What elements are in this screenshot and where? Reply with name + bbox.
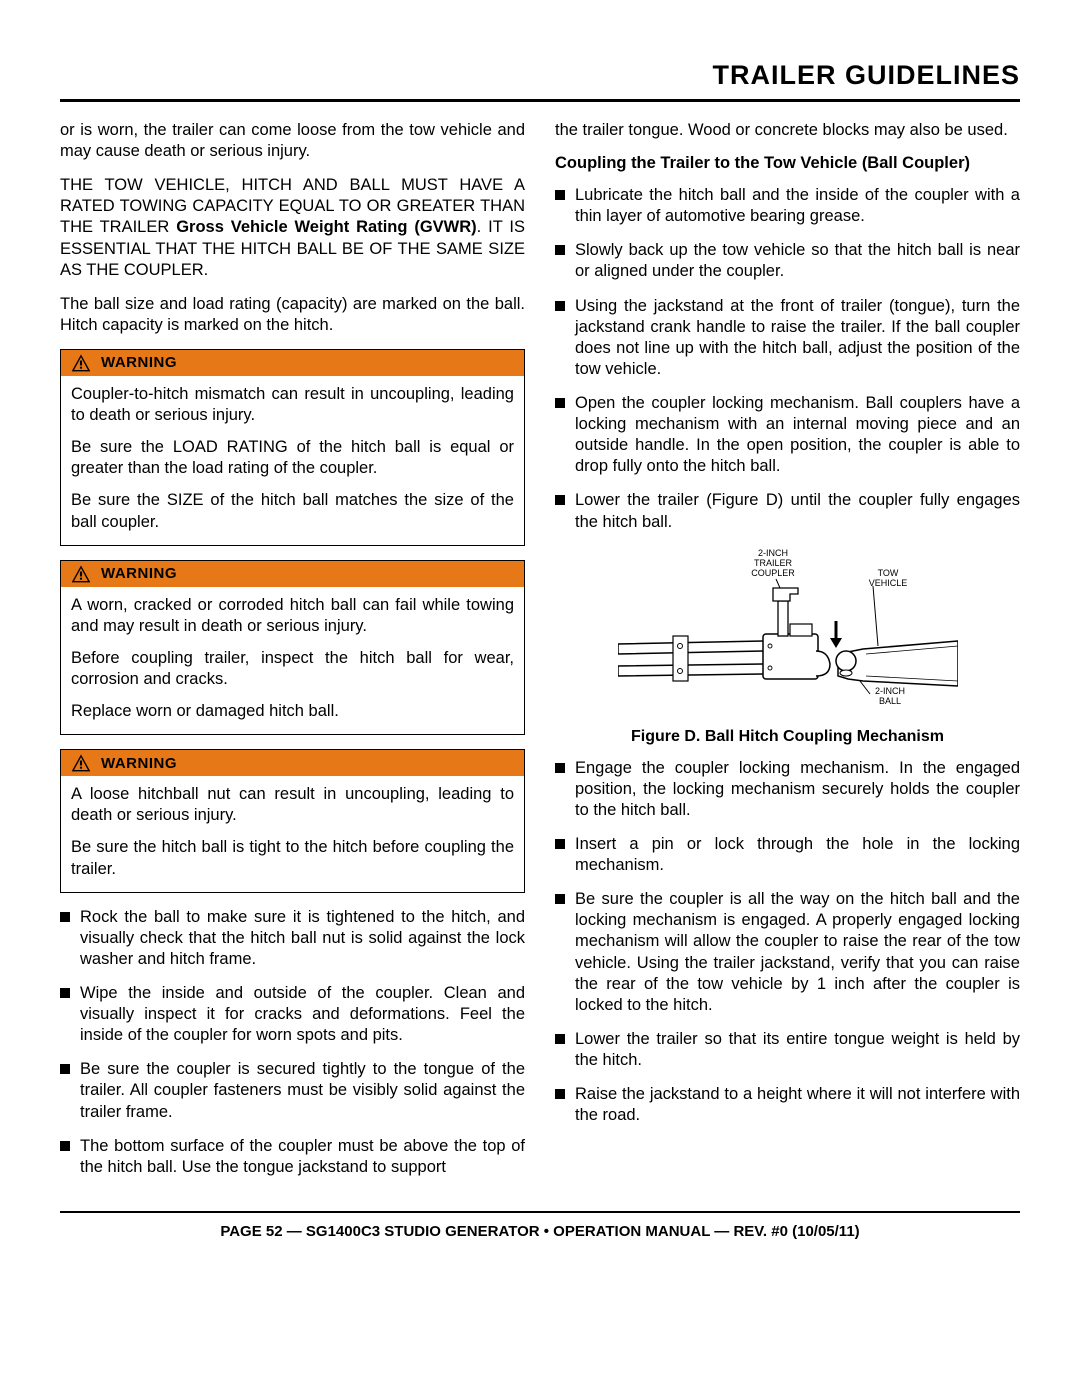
right-bullet-list-2: Engage the coupler locking mechanism. In… — [555, 758, 1020, 1127]
list-item: Lower the trailer (Figure D) until the c… — [555, 490, 1020, 532]
list-item: Lower the trailer so that its entire ton… — [555, 1029, 1020, 1071]
left-p1: or is worn, the trailer can come loose f… — [60, 120, 525, 162]
footer: PAGE 52 — SG1400C3 STUDIO GENERATOR • OP… — [60, 1211, 1020, 1240]
list-item: Slowly back up the tow vehicle so that t… — [555, 240, 1020, 282]
warning-text: A loose hitchball nut can result in unco… — [71, 784, 514, 826]
diagram-label: 2-INCH — [874, 686, 904, 696]
warning-header: WARNING — [61, 561, 524, 587]
warning-box-1: WARNING Coupler-to-hitch mismatch can re… — [60, 349, 525, 546]
list-item: The bottom surface of the coupler must b… — [60, 1136, 525, 1178]
left-p2-bold: Gross Vehicle Weight Rating (GVWR) — [176, 218, 476, 236]
warning-text: Coupler-to-hitch mismatch can result in … — [71, 384, 514, 426]
left-p3: The ball size and load rating (capacity)… — [60, 294, 525, 336]
warning-label: WARNING — [101, 354, 177, 371]
footer-text: PAGE 52 — SG1400C3 STUDIO GENERATOR • OP… — [60, 1223, 1020, 1240]
warning-text: Replace worn or damaged hitch ball. — [71, 701, 514, 722]
ball-hitch-diagram-icon: 2-INCH TRAILER COUPLER TOW VEHICLE 2-INC… — [618, 546, 958, 711]
figure-caption: Figure D. Ball Hitch Coupling Mechanism — [555, 728, 1020, 746]
warning-triangle-icon — [71, 354, 91, 372]
page-title: TRAILER GUIDELINES — [60, 60, 1020, 102]
warning-box-3: WARNING A loose hitchball nut can result… — [60, 749, 525, 892]
warning-header: WARNING — [61, 750, 524, 776]
list-item: Be sure the coupler is all the way on th… — [555, 889, 1020, 1016]
left-p2: THE TOW VEHICLE, HITCH AND BALL MUST HAV… — [60, 175, 525, 281]
figure-d: 2-INCH TRAILER COUPLER TOW VEHICLE 2-INC… — [555, 546, 1020, 716]
warning-text: Be sure the hitch ball is tight to the h… — [71, 837, 514, 879]
warning-box-2: WARNING A worn, cracked or corroded hitc… — [60, 560, 525, 736]
warning-triangle-icon — [71, 565, 91, 583]
warning-text: A worn, cracked or corroded hitch ball c… — [71, 595, 514, 637]
diagram-label: TRAILER — [753, 558, 792, 568]
warning-body: A worn, cracked or corroded hitch ball c… — [61, 587, 524, 735]
right-p1: the trailer tongue. Wood or concrete blo… — [555, 120, 1020, 141]
list-item: Using the jackstand at the front of trai… — [555, 296, 1020, 380]
content-columns: or is worn, the trailer can come loose f… — [60, 120, 1020, 1191]
subheading-coupling: Coupling the Trailer to the Tow Vehicle … — [555, 154, 1020, 173]
warning-triangle-icon — [71, 754, 91, 772]
warning-label: WARNING — [101, 565, 177, 582]
warning-text: Be sure the LOAD RATING of the hitch bal… — [71, 437, 514, 479]
diagram-label: VEHICLE — [868, 578, 907, 588]
list-item: Wipe the inside and outside of the coupl… — [60, 983, 525, 1046]
warning-text: Be sure the SIZE of the hitch ball match… — [71, 490, 514, 532]
right-bullet-list-1: Lubricate the hitch ball and the inside … — [555, 185, 1020, 533]
list-item: Engage the coupler locking mechanism. In… — [555, 758, 1020, 821]
list-item: Be sure the coupler is secured tightly t… — [60, 1059, 525, 1122]
list-item: Rock the ball to make sure it is tighten… — [60, 907, 525, 970]
warning-label: WARNING — [101, 755, 177, 772]
warning-body: Coupler-to-hitch mismatch can result in … — [61, 376, 524, 545]
diagram-label: COUPLER — [751, 568, 795, 578]
diagram-label: TOW — [877, 568, 898, 578]
left-bullet-list: Rock the ball to make sure it is tighten… — [60, 907, 525, 1178]
warning-text: Before coupling trailer, inspect the hit… — [71, 648, 514, 690]
list-item: Insert a pin or lock through the hole in… — [555, 834, 1020, 876]
diagram-label: BALL — [878, 696, 900, 706]
list-item: Open the coupler locking mechanism. Ball… — [555, 393, 1020, 477]
right-column: the trailer tongue. Wood or concrete blo… — [555, 120, 1020, 1191]
left-column: or is worn, the trailer can come loose f… — [60, 120, 525, 1191]
diagram-label: 2-INCH — [757, 548, 787, 558]
warning-header: WARNING — [61, 350, 524, 376]
warning-body: A loose hitchball nut can result in unco… — [61, 776, 524, 891]
list-item: Raise the jackstand to a height where it… — [555, 1084, 1020, 1126]
list-item: Lubricate the hitch ball and the inside … — [555, 185, 1020, 227]
